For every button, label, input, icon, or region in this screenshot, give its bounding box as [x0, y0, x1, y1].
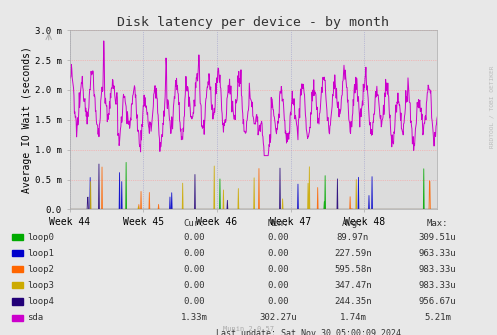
- Text: 983.33u: 983.33u: [418, 265, 456, 274]
- Text: 89.97n: 89.97n: [337, 233, 369, 242]
- Text: 0.00: 0.00: [267, 297, 289, 306]
- Text: 0.00: 0.00: [267, 265, 289, 274]
- Text: 0.00: 0.00: [183, 249, 205, 258]
- Text: 1.74m: 1.74m: [339, 313, 366, 322]
- Text: 302.27u: 302.27u: [259, 313, 297, 322]
- Text: Max:: Max:: [426, 219, 448, 228]
- Text: 5.21m: 5.21m: [424, 313, 451, 322]
- Text: Avg:: Avg:: [342, 219, 364, 228]
- Text: 0.00: 0.00: [183, 297, 205, 306]
- Y-axis label: Average IO Wait (seconds): Average IO Wait (seconds): [22, 46, 32, 193]
- Text: 227.59n: 227.59n: [334, 249, 372, 258]
- Text: Min:: Min:: [267, 219, 289, 228]
- Text: 1.33m: 1.33m: [180, 313, 207, 322]
- Text: 0.00: 0.00: [183, 233, 205, 242]
- Text: 0.00: 0.00: [267, 281, 289, 290]
- Title: Disk latency per device - by month: Disk latency per device - by month: [117, 16, 390, 29]
- Text: Munin 2.0.57: Munin 2.0.57: [223, 326, 274, 332]
- Text: loop2: loop2: [27, 265, 54, 274]
- Text: 0.00: 0.00: [267, 249, 289, 258]
- Text: loop0: loop0: [27, 233, 54, 242]
- Text: loop1: loop1: [27, 249, 54, 258]
- Text: 0.00: 0.00: [183, 265, 205, 274]
- Text: RRDTOOL / TOBI OETIKER: RRDTOOL / TOBI OETIKER: [490, 66, 495, 148]
- Text: loop4: loop4: [27, 297, 54, 306]
- Text: 0.00: 0.00: [267, 233, 289, 242]
- Text: 963.33u: 963.33u: [418, 249, 456, 258]
- Text: 956.67u: 956.67u: [418, 297, 456, 306]
- Text: 244.35n: 244.35n: [334, 297, 372, 306]
- Text: 983.33u: 983.33u: [418, 281, 456, 290]
- Text: 595.58n: 595.58n: [334, 265, 372, 274]
- Text: sda: sda: [27, 313, 43, 322]
- Text: loop3: loop3: [27, 281, 54, 290]
- Text: Last update: Sat Nov 30 05:00:09 2024: Last update: Sat Nov 30 05:00:09 2024: [216, 329, 401, 335]
- Text: 347.47n: 347.47n: [334, 281, 372, 290]
- Text: 0.00: 0.00: [183, 281, 205, 290]
- Text: 309.51u: 309.51u: [418, 233, 456, 242]
- Text: Cur:: Cur:: [183, 219, 205, 228]
